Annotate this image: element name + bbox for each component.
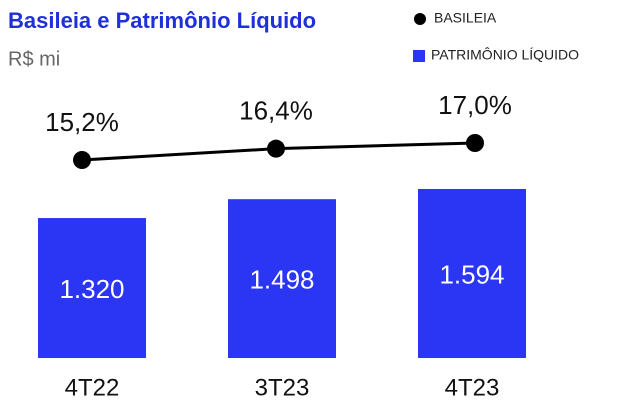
- legend-label: BASILEIA: [434, 10, 497, 26]
- legend-label: PATRIMÔNIO LÍQUIDO: [431, 47, 579, 63]
- bar-value-label: 1.498: [249, 264, 314, 294]
- line-value-label: 16,4%: [239, 96, 313, 126]
- line-point: [73, 151, 91, 169]
- line-point: [466, 134, 484, 152]
- chart-title: Basileia e Patrimônio Líquido: [8, 8, 316, 33]
- bar: [228, 199, 336, 358]
- x-tick-label: 4T23: [445, 374, 500, 401]
- legend-marker: [414, 13, 426, 25]
- legend-marker: [413, 50, 425, 62]
- chart-subtitle: R$ mi: [8, 48, 60, 70]
- line-value-label: 17,0%: [438, 90, 512, 120]
- line-point: [267, 139, 285, 158]
- bar-value-label: 1.320: [59, 274, 124, 304]
- line-value-label: 15,2%: [45, 107, 119, 137]
- x-tick-label: 4T22: [65, 374, 120, 401]
- bar: [418, 189, 526, 358]
- bar: [38, 218, 146, 358]
- bar-value-label: 1.594: [439, 259, 504, 289]
- x-tick-label: 3T23: [255, 374, 310, 401]
